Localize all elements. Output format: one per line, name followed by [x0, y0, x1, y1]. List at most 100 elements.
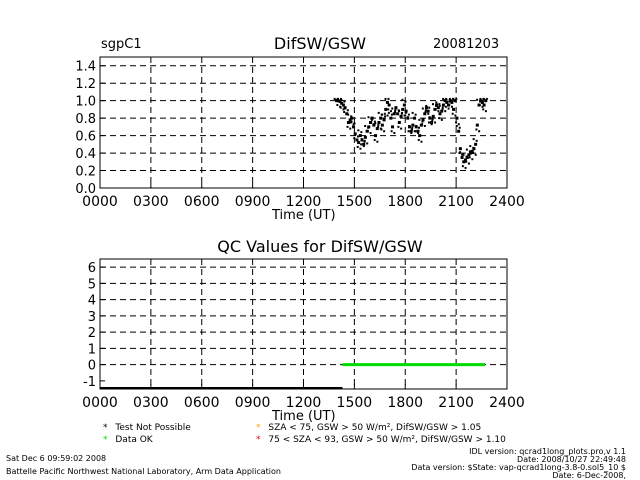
data-point-minor	[431, 120, 433, 122]
data-point-minor	[364, 125, 366, 127]
data-point-minor	[360, 131, 362, 133]
x-tick-label: 0300	[133, 395, 169, 411]
data-point-minor	[351, 121, 353, 123]
data-point-minor	[374, 121, 376, 123]
data-point-minor	[384, 113, 386, 115]
data-point-minor	[347, 114, 349, 116]
data-point-minor	[387, 108, 389, 110]
data-point	[476, 124, 479, 127]
x-tick-label: 2400	[489, 194, 525, 210]
data-point	[350, 117, 353, 120]
data-point-minor	[387, 115, 389, 117]
data-point-minor	[384, 98, 386, 100]
data-point-minor	[394, 109, 396, 111]
data-point-minor	[462, 165, 464, 167]
data-point-minor	[370, 122, 372, 124]
y-tick-label: 5	[88, 277, 96, 292]
data-point-minor	[466, 149, 468, 151]
data-point	[367, 125, 370, 128]
data-point-minor	[473, 138, 475, 140]
data-point	[377, 121, 380, 124]
data-point-minor	[427, 113, 429, 115]
data-point-minor	[446, 99, 448, 101]
difsw-gsw-chart: 0000 0300 0600 0900 1200 1500 1800 2100 24000.00…	[75, 57, 525, 210]
data-point	[472, 147, 475, 150]
data-point-minor	[468, 163, 470, 165]
data-point-minor	[368, 116, 370, 118]
x-tick-label: 2100	[438, 194, 474, 210]
data-point-minor	[343, 111, 345, 113]
y-tick-label: 0.2	[75, 165, 96, 180]
data-point-minor	[340, 99, 342, 101]
data-point-minor	[378, 112, 380, 114]
run-date: Sat Dec 6 09:59:02 2008	[6, 455, 106, 463]
data-point	[342, 104, 345, 107]
x-tick-label: 0300	[133, 194, 169, 210]
data-point-minor	[478, 130, 480, 132]
data-point-minor	[439, 105, 441, 107]
data-point-minor	[469, 156, 471, 158]
legend-not-possible: * Test Not Possible	[103, 424, 191, 433]
x-tick-label: 0000	[82, 395, 118, 411]
data-point-minor	[412, 112, 414, 114]
data-point	[450, 101, 453, 104]
data-point	[364, 136, 367, 139]
data-point-minor	[411, 127, 413, 129]
data-point-minor	[371, 119, 373, 121]
data-point	[403, 104, 406, 107]
y-tick-label: 1.2	[75, 77, 96, 92]
data-point	[362, 143, 365, 146]
data-point-minor	[429, 116, 431, 118]
x-tick-label: 0600	[184, 395, 220, 411]
data-point-minor	[463, 154, 465, 156]
data-point-minor	[420, 141, 422, 143]
data-point-minor	[400, 128, 402, 130]
legend-not-possible-label: Test Not Possible	[115, 423, 190, 433]
data-point	[400, 115, 403, 118]
data-point-minor	[398, 110, 400, 112]
legend-data-ok-label: Data OK	[115, 435, 152, 445]
y-tick-label: 1.0	[75, 95, 96, 110]
data-point-minor	[476, 140, 478, 142]
data-point-minor	[483, 98, 485, 100]
data-point	[359, 134, 362, 137]
data-point-minor	[374, 122, 376, 124]
legend-data-ok: * Data OK	[103, 436, 153, 445]
x-axis-label-bottom: Time (UT)	[272, 410, 336, 423]
data-point-minor	[432, 118, 434, 120]
data-point-minor	[471, 158, 473, 160]
data-point-minor	[408, 114, 410, 116]
data-point-minor	[452, 113, 454, 115]
data-point-minor	[343, 101, 345, 103]
y-tick-label: 1	[88, 342, 96, 357]
data-point	[352, 125, 355, 128]
data-point	[355, 138, 358, 141]
data-point	[435, 104, 438, 107]
data-point-minor	[388, 112, 390, 114]
data-point-minor	[370, 132, 372, 134]
y-tick-label: 0.4	[75, 147, 96, 162]
data-point-minor	[438, 103, 440, 105]
data-point-minor	[445, 106, 447, 108]
x-tick-label: 0600	[184, 194, 220, 210]
data-point-minor	[334, 98, 336, 100]
data-point	[427, 110, 430, 113]
data-point-minor	[359, 148, 361, 150]
data-point-minor	[391, 108, 393, 110]
legend-test2: * 75 < SZA < 93, GSW > 50 W/m², DifSW/GS…	[256, 436, 506, 445]
data-point-minor	[482, 108, 484, 110]
data-point	[452, 108, 455, 111]
data-point-minor	[408, 130, 410, 132]
data-point-minor	[434, 122, 436, 124]
legend-data-ok-marker: *	[103, 435, 108, 445]
legend-test1-marker: *	[256, 423, 261, 433]
data-point-minor	[401, 99, 403, 101]
data-point-minor	[405, 112, 407, 114]
y-tick-label: 1.4	[75, 60, 96, 75]
data-point-minor	[428, 122, 430, 124]
data-point-minor	[435, 101, 437, 103]
data-point	[384, 108, 387, 111]
data-point-minor	[456, 125, 458, 127]
data-point	[413, 117, 416, 120]
